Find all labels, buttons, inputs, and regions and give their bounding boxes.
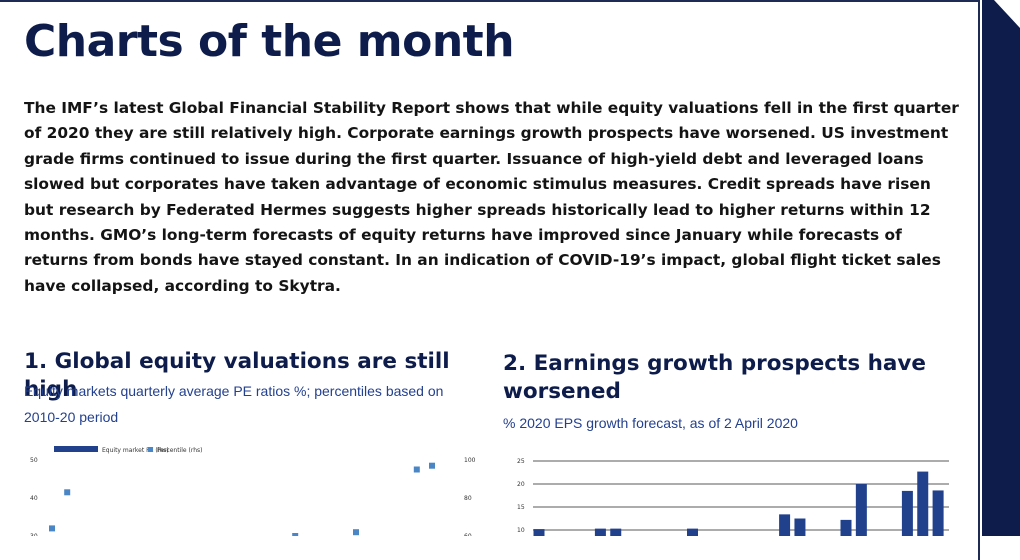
eps-bar	[794, 518, 806, 536]
eps-bar	[932, 490, 944, 536]
y-left-tick-label: 30	[30, 533, 38, 536]
y-left-tick-label: 50	[30, 457, 38, 464]
eps-bar	[855, 484, 867, 536]
eps-bar	[840, 519, 852, 536]
y-tick-label: 20	[517, 481, 525, 488]
legend-swatch-pe	[54, 446, 98, 452]
y-right-tick-label: 80	[464, 495, 472, 502]
page-frame	[0, 0, 980, 560]
legend-label-pe: Equity market PE (lhs)	[102, 447, 169, 454]
eps-bar	[533, 529, 545, 536]
side-decoration	[982, 0, 1020, 536]
legend-label-percentile: Percentile (rhs)	[157, 447, 202, 454]
y-tick-label: 25	[517, 458, 525, 465]
chart1-subtitle: Equity markets quarterly average PE rati…	[24, 383, 444, 425]
chart1-plot: Equity market PE (lhs)Percentile (rhs) 50…	[30, 446, 476, 536]
y-left-tick-label: 40	[30, 495, 38, 502]
y-right-tick-label: 100	[464, 457, 476, 464]
eps-bar	[610, 528, 622, 536]
eps-bar	[779, 514, 791, 536]
percentile-point	[429, 462, 435, 469]
y-right-tick-label: 60	[464, 533, 472, 536]
y-tick-label: 15	[517, 504, 525, 511]
eps-bar	[687, 528, 698, 536]
intro-paragraph: The IMF’s latest Global Financial Stabil…	[24, 99, 959, 295]
legend-swatch-percentile	[148, 447, 153, 452]
y-tick-label: 10	[517, 527, 525, 534]
percentile-point	[353, 529, 359, 536]
eps-bar	[917, 471, 929, 536]
page-title: Charts of the month	[24, 16, 515, 67]
percentile-point	[292, 533, 299, 536]
percentile-point	[49, 525, 55, 532]
chart1-title: 1. Global equity valuations are still hi…	[24, 349, 450, 402]
percentile-point	[413, 466, 420, 473]
chart2-title: 2. Earnings growth prospects have worsen…	[503, 351, 927, 404]
chart2-plot: 25 20 15 10	[517, 458, 949, 536]
eps-bar	[594, 528, 606, 536]
eps-bar	[901, 490, 913, 536]
percentile-point	[64, 489, 71, 496]
chart2-subtitle: % 2020 EPS growth forecast, as of 2 Apri…	[503, 415, 798, 431]
